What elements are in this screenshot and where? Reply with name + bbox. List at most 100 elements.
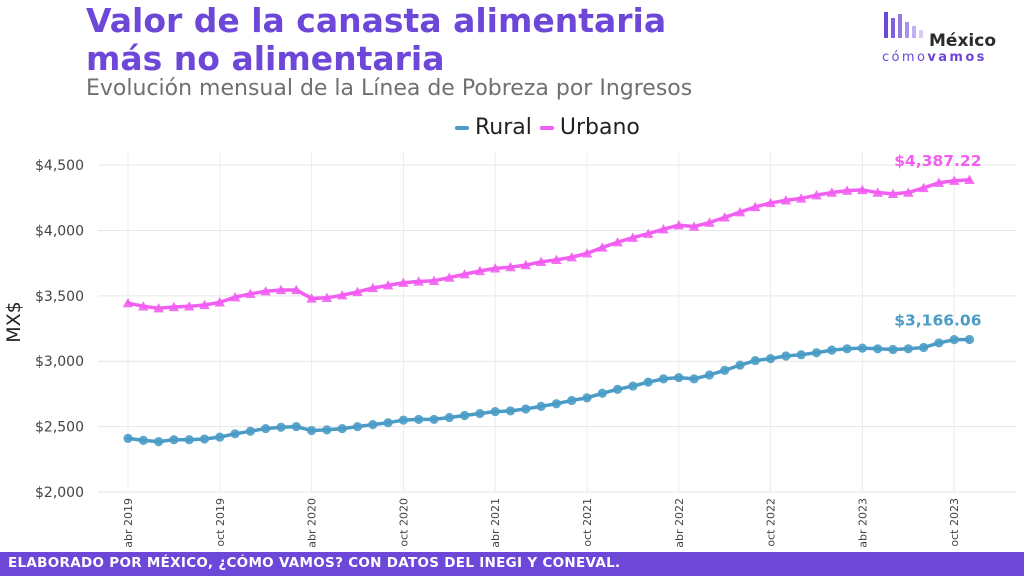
data-point-rural: [689, 374, 699, 384]
y-tick-label: $4,000: [35, 223, 84, 239]
data-point-rural: [750, 355, 760, 366]
data-point-urbano: [811, 189, 822, 200]
x-tick-label: abr 2019: [122, 498, 135, 548]
x-tick-label: oct 2021: [581, 498, 594, 547]
data-point-urbano: [352, 286, 363, 297]
chart-title: Valor de la canasta alimentaria más no a…: [86, 1, 667, 78]
y-tick-label: $3,000: [35, 354, 84, 370]
data-point-urbano: [826, 187, 837, 197]
data-point-urbano: [291, 284, 302, 295]
data-point-rural: [291, 422, 301, 432]
end-value-label-urbano: $4,387.22: [894, 152, 981, 170]
y-tick-label: $2,000: [35, 485, 84, 501]
data-point-urbano: [857, 184, 868, 195]
data-point-rural: [735, 360, 745, 370]
data-point-urbano: [474, 265, 486, 276]
data-point-urbano: [413, 276, 424, 286]
data-point-rural: [888, 344, 898, 355]
data-point-urbano: [138, 301, 149, 311]
x-tick-label: abr 2023: [856, 498, 869, 548]
data-point-urbano: [260, 286, 271, 296]
data-point-rural: [658, 374, 669, 384]
data-point-rural: [536, 401, 546, 411]
data-point-urbano: [337, 289, 348, 300]
data-point-rural: [873, 344, 883, 354]
data-point-rural: [444, 412, 454, 423]
data-point-rural: [567, 395, 577, 406]
legend-swatch-urbano: [539, 125, 554, 130]
data-point-rural: [720, 365, 730, 375]
data-point-urbano: [168, 301, 180, 312]
chart-legend: Rural Urbano: [455, 115, 648, 140]
y-tick-label: $3,500: [35, 289, 84, 305]
data-point-urbano: [229, 291, 241, 302]
data-point-rural: [215, 432, 225, 442]
data-point-rural: [261, 423, 271, 434]
data-point-rural: [383, 418, 393, 428]
data-point-rural: [597, 388, 607, 398]
data-point-urbano: [734, 206, 746, 217]
data-point-urbano: [796, 193, 807, 203]
series-line-urbano: [126, 178, 972, 311]
x-tick-label: abr 2021: [489, 498, 502, 548]
data-point-urbano: [367, 282, 378, 293]
data-point-urbano: [627, 232, 639, 242]
data-point-urbano: [643, 228, 654, 238]
data-point-rural: [123, 433, 133, 443]
data-point-rural: [796, 350, 806, 360]
data-point-urbano: [933, 177, 945, 187]
data-point-rural: [613, 384, 623, 394]
data-point-rural: [964, 334, 975, 345]
data-point-rural: [857, 343, 868, 353]
data-point-rural: [704, 370, 715, 380]
data-point-rural: [628, 381, 638, 391]
data-point-urbano: [321, 292, 333, 302]
data-point-rural: [368, 420, 378, 430]
data-point-rural: [199, 434, 210, 444]
legend-label-urbano: Urbano: [559, 115, 640, 140]
end-value-label-rural: $3,166.06: [894, 312, 981, 330]
data-point-urbano: [184, 301, 195, 311]
data-point-rural: [276, 422, 286, 432]
data-point-urbano: [765, 197, 776, 208]
data-point-rural: [903, 344, 913, 354]
data-point-urbano: [658, 223, 669, 234]
data-point-urbano: [398, 277, 409, 287]
data-point-urbano: [872, 187, 883, 197]
data-point-rural: [919, 342, 929, 353]
data-point-rural: [429, 414, 439, 425]
data-point-urbano: [444, 272, 455, 282]
data-point-urbano: [841, 185, 853, 195]
legend-swatch-rural: [455, 125, 469, 130]
data-point-urbano: [949, 175, 960, 185]
data-point-rural: [490, 406, 500, 417]
data-point-rural: [169, 435, 179, 445]
data-point-urbano: [673, 220, 684, 230]
data-point-urbano: [688, 221, 700, 231]
data-point-rural: [551, 399, 562, 409]
data-point-urbano: [428, 275, 440, 285]
data-point-urbano: [382, 280, 394, 290]
footer-bar: ELABORADO POR MÉXICO, ¿CÓMO VAMOS? CON D…: [0, 552, 1024, 576]
data-point-urbano: [780, 195, 792, 205]
data-point-urbano: [245, 288, 256, 299]
chart-subtitle: Evolución mensual de la Línea de Pobreza…: [86, 76, 693, 101]
data-point-urbano: [459, 269, 470, 279]
data-point-urbano: [199, 299, 210, 310]
data-point-urbano: [719, 212, 730, 222]
line-chart: $2,000 $2,500 $3,000 $3,500 $4,000 $4,500 abr …: [3, 152, 1016, 548]
data-point-urbano: [918, 182, 929, 193]
data-point-urbano: [551, 254, 562, 265]
data-point-rural: [414, 414, 424, 425]
data-point-rural: [475, 408, 485, 419]
data-point-rural: [766, 354, 776, 364]
data-point-rural: [811, 348, 822, 358]
data-point-rural: [643, 377, 653, 387]
data-point-urbano: [214, 297, 225, 307]
x-tick-label: oct 2020: [397, 498, 410, 547]
data-point-rural: [949, 335, 959, 345]
data-point-rural: [582, 393, 592, 403]
data-point-rural: [398, 415, 408, 425]
data-point-urbano: [122, 297, 134, 308]
data-point-urbano: [306, 293, 317, 303]
